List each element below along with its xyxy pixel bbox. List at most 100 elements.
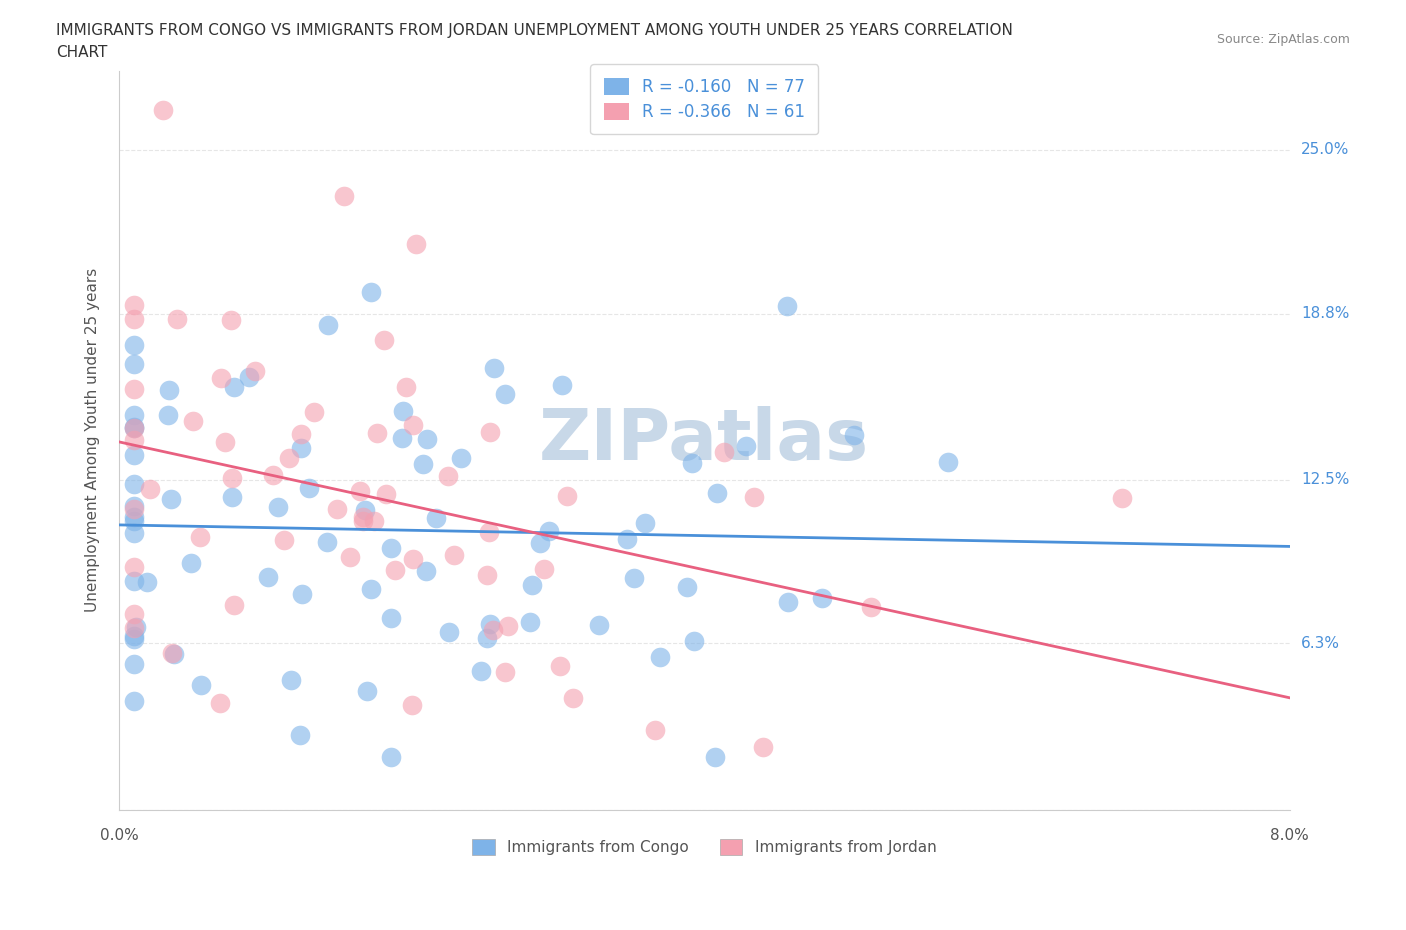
Point xyxy=(374,486,396,501)
Point xyxy=(533,561,555,576)
Point xyxy=(180,556,202,571)
Point xyxy=(122,657,145,671)
Point xyxy=(529,536,551,551)
Point xyxy=(163,647,186,662)
Point xyxy=(360,285,382,299)
Point xyxy=(188,530,211,545)
Point xyxy=(634,515,657,530)
Point xyxy=(273,533,295,548)
Point xyxy=(122,620,145,635)
Point xyxy=(470,664,492,679)
Point xyxy=(401,698,423,712)
Point xyxy=(676,579,699,594)
Point xyxy=(402,551,425,566)
Text: Source: ZipAtlas.com: Source: ZipAtlas.com xyxy=(1216,33,1350,46)
Point xyxy=(1111,491,1133,506)
Point xyxy=(290,427,312,442)
Point xyxy=(588,618,610,632)
Point xyxy=(373,333,395,348)
Point xyxy=(298,480,321,495)
Text: 18.8%: 18.8% xyxy=(1302,306,1350,321)
Point xyxy=(360,581,382,596)
Point xyxy=(494,386,516,401)
Point xyxy=(181,413,204,428)
Text: CHART: CHART xyxy=(56,45,108,60)
Point xyxy=(122,419,145,434)
Point xyxy=(122,498,145,513)
Point xyxy=(366,426,388,441)
Point xyxy=(437,625,460,640)
Point xyxy=(706,485,728,500)
Point xyxy=(222,597,245,612)
Point xyxy=(353,502,375,517)
Point xyxy=(443,547,465,562)
Point xyxy=(152,103,174,118)
Point xyxy=(811,591,834,605)
Point xyxy=(125,619,148,634)
Point xyxy=(776,299,799,313)
Point xyxy=(122,510,145,525)
Point xyxy=(391,431,413,445)
Point xyxy=(704,750,727,764)
Point xyxy=(437,468,460,483)
Point xyxy=(395,379,418,394)
Point xyxy=(280,672,302,687)
Point xyxy=(623,570,645,585)
Point xyxy=(555,488,578,503)
Text: 12.5%: 12.5% xyxy=(1302,472,1350,487)
Point xyxy=(842,428,865,443)
Point xyxy=(475,631,498,645)
Point xyxy=(648,650,671,665)
Point xyxy=(616,532,638,547)
Point xyxy=(548,658,571,673)
Point xyxy=(352,514,374,529)
Point xyxy=(122,631,145,646)
Point xyxy=(214,434,236,449)
Point xyxy=(776,594,799,609)
Point xyxy=(166,312,188,326)
Point xyxy=(363,513,385,528)
Point xyxy=(520,578,543,592)
Point xyxy=(122,432,145,447)
Point xyxy=(267,499,290,514)
Point xyxy=(538,524,561,538)
Point xyxy=(122,407,145,422)
Text: 25.0%: 25.0% xyxy=(1302,142,1350,157)
Point xyxy=(122,477,145,492)
Point xyxy=(315,534,337,549)
Point xyxy=(122,513,145,528)
Point xyxy=(122,298,145,312)
Point xyxy=(222,379,245,394)
Point xyxy=(122,606,145,621)
Point xyxy=(478,618,501,632)
Text: 0.0%: 0.0% xyxy=(100,828,138,843)
Point xyxy=(415,563,437,578)
Point xyxy=(742,490,765,505)
Point xyxy=(484,361,506,376)
Point xyxy=(349,484,371,498)
Point xyxy=(494,664,516,679)
Point xyxy=(219,313,242,328)
Point xyxy=(425,511,447,525)
Point xyxy=(384,563,406,578)
Point xyxy=(277,450,299,465)
Text: 8.0%: 8.0% xyxy=(1270,828,1309,843)
Text: ZIPatlas: ZIPatlas xyxy=(540,405,869,474)
Point xyxy=(380,540,402,555)
Text: 6.3%: 6.3% xyxy=(1302,636,1340,651)
Point xyxy=(159,383,181,398)
Point xyxy=(122,629,145,644)
Point xyxy=(326,502,349,517)
Point xyxy=(496,618,519,633)
Point xyxy=(860,600,883,615)
Point xyxy=(380,750,402,764)
Point xyxy=(122,525,145,540)
Point xyxy=(157,408,180,423)
Point xyxy=(735,439,758,454)
Point xyxy=(302,405,325,419)
Point xyxy=(333,189,356,204)
Point xyxy=(288,727,311,742)
Point xyxy=(356,684,378,698)
Point xyxy=(519,614,541,629)
Point xyxy=(644,723,666,737)
